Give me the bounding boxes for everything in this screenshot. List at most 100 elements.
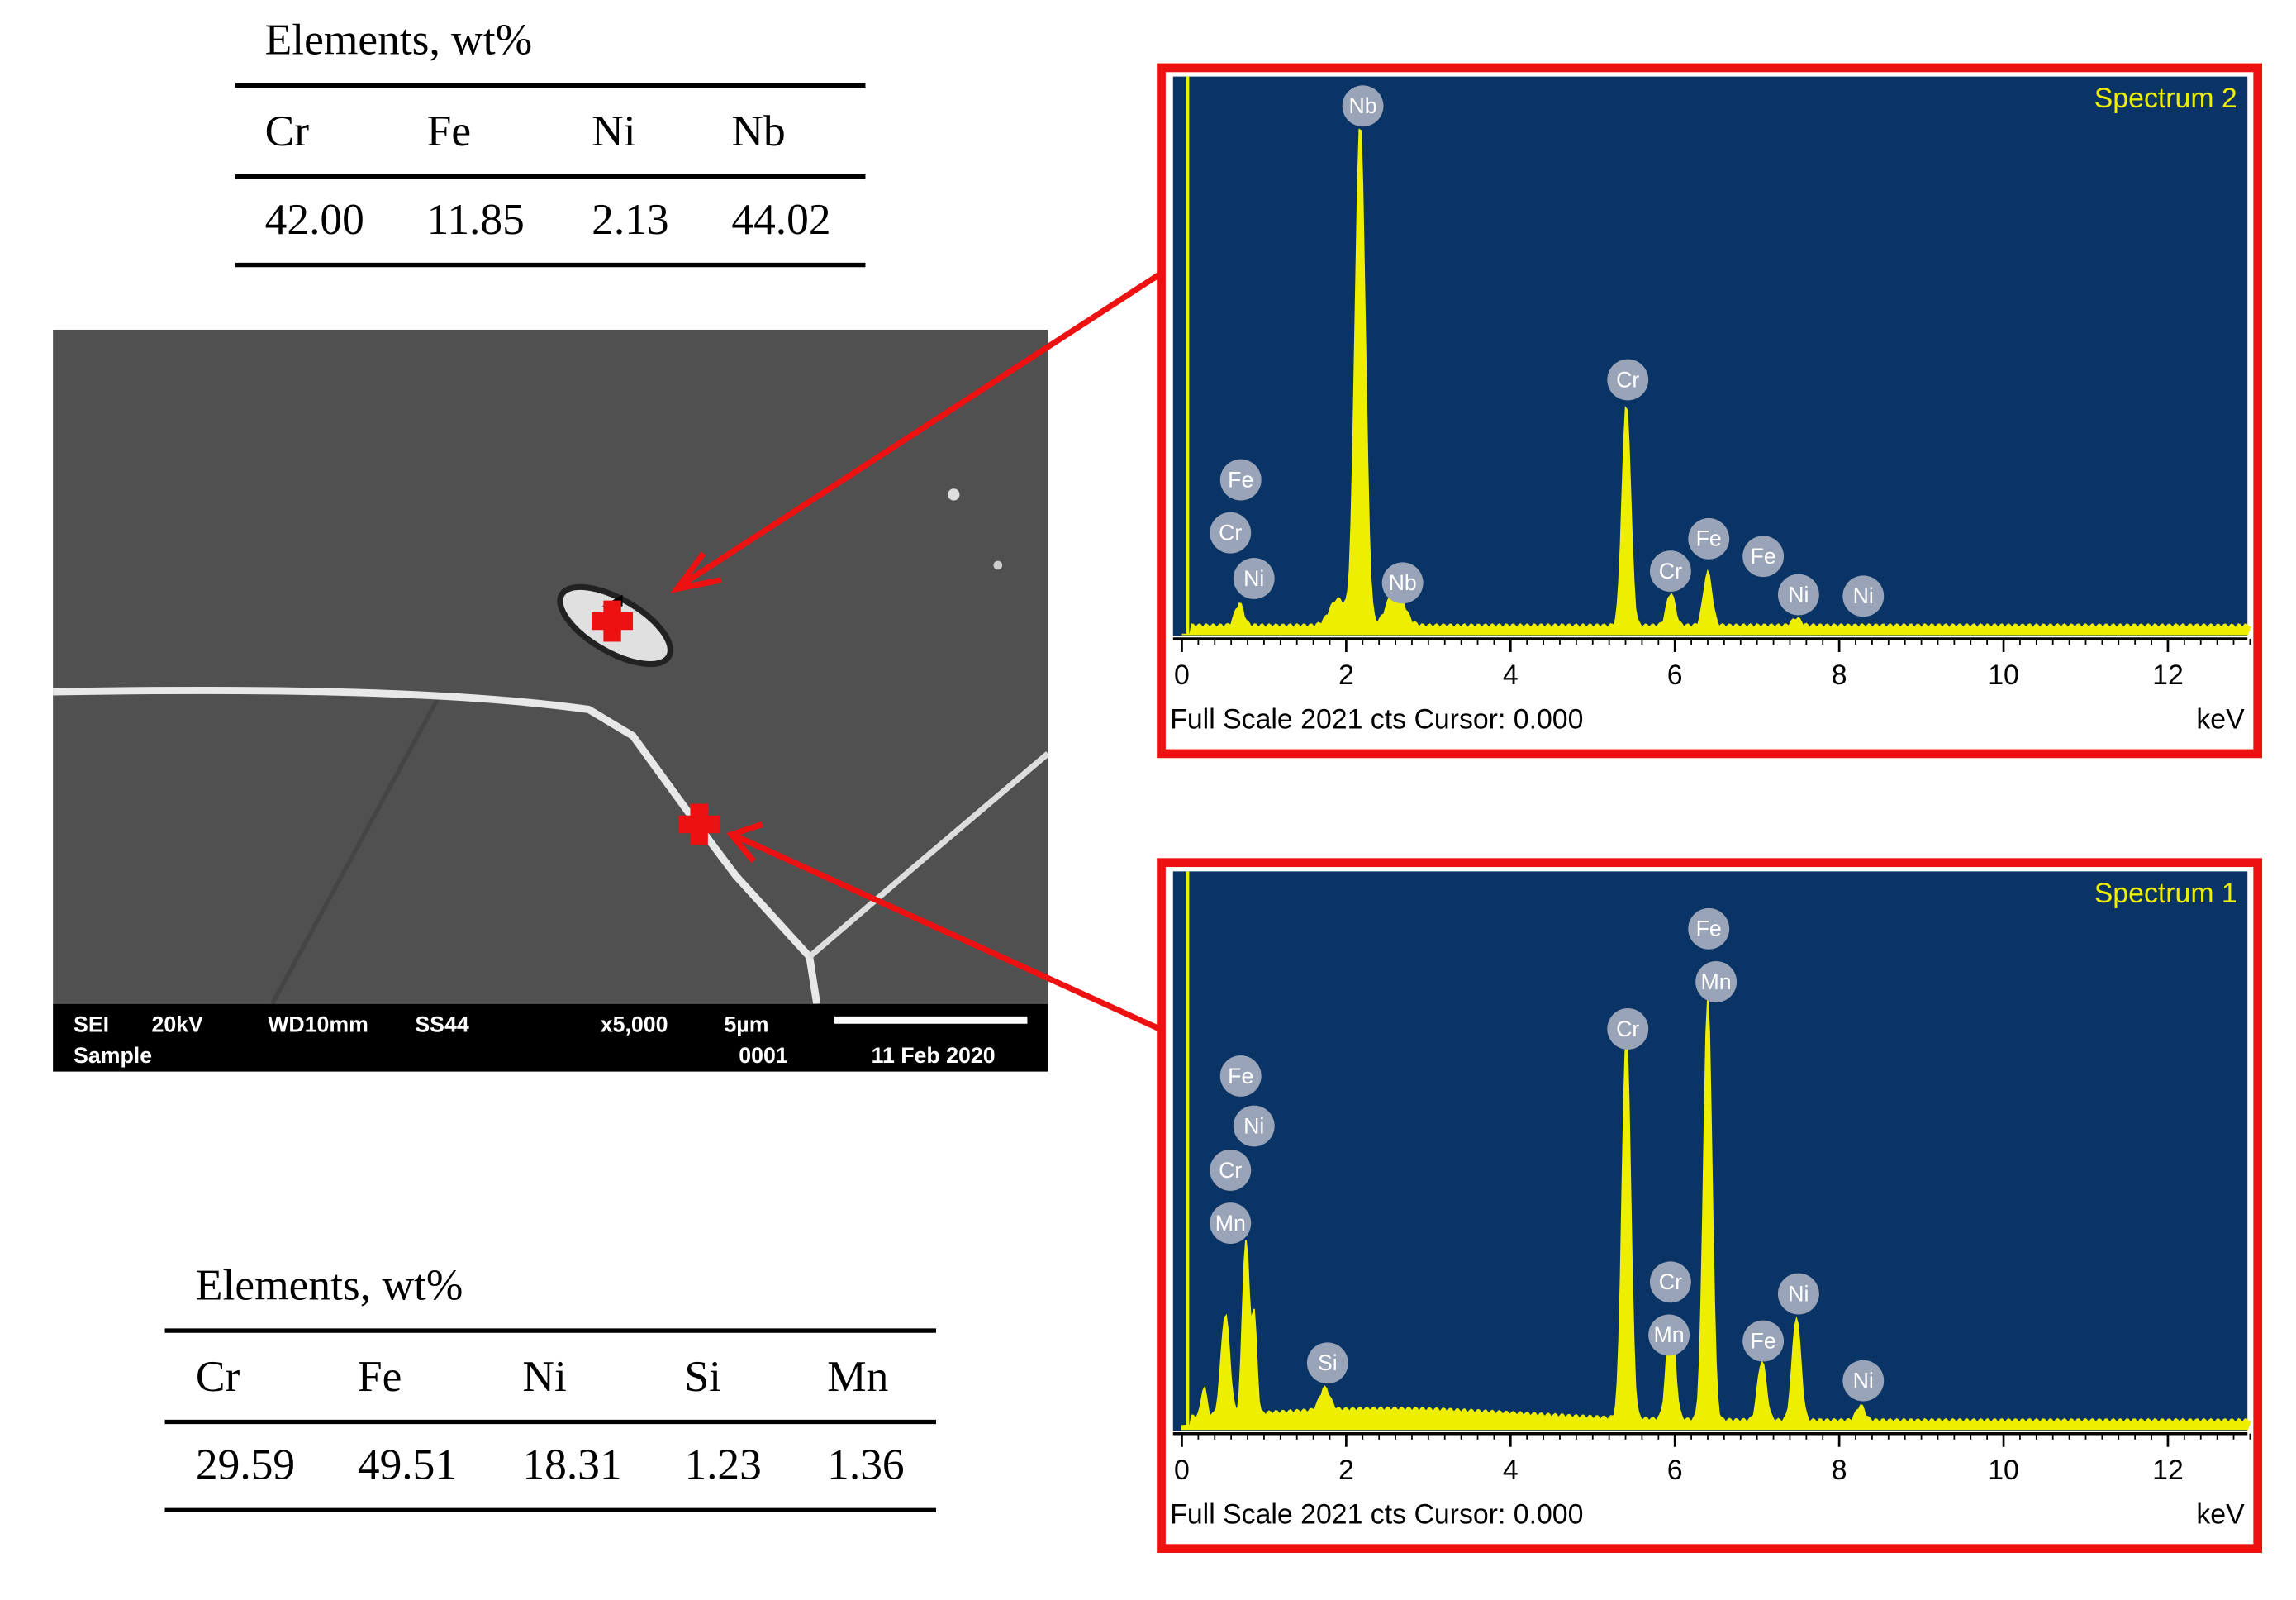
peak-marker [1607, 1008, 1649, 1050]
x-unit: keV [2196, 704, 2245, 736]
peak-label: Ni [1788, 582, 1809, 607]
peak-label: Nb [1349, 93, 1377, 118]
peak-label: Ni [1243, 566, 1264, 591]
peak-marker [1688, 907, 1730, 950]
x-tick-label: 12 [2152, 1455, 2184, 1486]
spectrum-title: Spectrum 1 [2094, 878, 2237, 909]
peak-marker [1688, 517, 1730, 560]
peak-label: Fe [1696, 917, 1722, 941]
spectrum [1181, 128, 2251, 636]
table-header: Cr [196, 1351, 240, 1401]
x-tick-label: 6 [1667, 660, 1683, 691]
spectrum-footer: Full Scale 2021 cts Cursor: 0.000 [1170, 1498, 1583, 1530]
table-cell: 44.02 [731, 194, 830, 244]
sem-info: SEI [74, 1012, 109, 1036]
table-cell: 42.00 [265, 194, 364, 244]
peak-label: Mn [1215, 1211, 1246, 1236]
table-cell: 18.31 [522, 1440, 621, 1489]
sem-info: 5µm [724, 1012, 768, 1036]
peak-marker [1219, 459, 1262, 501]
sem-info: SS44 [415, 1012, 468, 1036]
peak-label: Cr [1219, 1158, 1242, 1183]
peak-label: Ni [1853, 583, 1874, 608]
peak-label: Cr [1219, 521, 1242, 545]
peak-label: Cr [1616, 1017, 1639, 1041]
table-cell: 1.23 [684, 1440, 762, 1489]
peak-marker [1777, 1273, 1819, 1315]
peak-label: Mn [1701, 969, 1732, 994]
sem-info: WD10mm [268, 1012, 368, 1036]
spectrum-footer: Full Scale 2021 cts Cursor: 0.000 [1170, 704, 1583, 736]
peak-marker [1210, 1202, 1252, 1244]
peak-marker [1649, 550, 1691, 592]
peak-label: Cr [1616, 367, 1639, 392]
peak-label: Cr [1659, 1269, 1682, 1294]
peak-marker [1777, 574, 1819, 616]
sem-info: 0001 [739, 1043, 788, 1068]
x-tick-label: 2 [1338, 660, 1354, 691]
peak-marker [1210, 1149, 1252, 1191]
peak-label: Ni [1853, 1368, 1874, 1393]
spectrum-title: Spectrum 2 [2094, 83, 2237, 114]
table-header: Nb [731, 106, 785, 155]
x-unit: keV [2196, 1498, 2245, 1530]
peak-label: Nb [1389, 570, 1417, 595]
sem-image [53, 329, 1050, 1072]
peak-marker [1210, 512, 1252, 554]
peak-marker [1306, 1342, 1348, 1384]
x-tick-label: 10 [1988, 660, 2019, 691]
x-tick-label: 2 [1338, 1455, 1354, 1486]
peak-marker [1219, 1055, 1262, 1097]
x-tick-label: 4 [1503, 1455, 1519, 1486]
peak-marker [1648, 1314, 1690, 1356]
sem-info: x5,000 [601, 1012, 668, 1036]
table-title: Elements, wt% [265, 15, 532, 64]
sem-info: 11 Feb 2020 [872, 1043, 996, 1068]
table-cell: 29.59 [196, 1440, 295, 1489]
x-tick-label: 0 [1174, 660, 1190, 691]
peak-marker [1695, 961, 1737, 1002]
table-header: Ni [592, 106, 635, 155]
table-header: Si [684, 1351, 721, 1401]
peak-marker [1742, 1320, 1785, 1362]
peak-label: Fe [1751, 544, 1776, 569]
peak-label: Ni [1788, 1281, 1809, 1306]
table-header: Fe [358, 1351, 402, 1401]
sem-info: Sample [74, 1043, 152, 1068]
x-tick-label: 8 [1832, 660, 1847, 691]
x-tick-label: 10 [1988, 1455, 2019, 1486]
peak-marker [1233, 1105, 1275, 1147]
x-tick-label: 12 [2152, 660, 2184, 691]
peak-label: Ni [1243, 1113, 1264, 1138]
x-tick-label: 6 [1667, 1455, 1683, 1486]
peak-label: Fe [1751, 1328, 1776, 1353]
peak-marker [1233, 558, 1275, 599]
peak-marker [1842, 575, 1885, 617]
peak-label: Fe [1228, 1064, 1253, 1088]
table-title: Elements, wt% [196, 1260, 463, 1309]
table-cell: 2.13 [592, 194, 669, 244]
peak-marker [1649, 1261, 1691, 1303]
peak-label: Fe [1696, 526, 1722, 551]
spectrum [1181, 998, 2251, 1431]
peak-label: Si [1318, 1350, 1338, 1375]
table-cell: 11.85 [427, 194, 525, 244]
peak-marker [1607, 359, 1649, 401]
table-header: Mn [827, 1351, 888, 1401]
table-cell: 49.51 [358, 1440, 457, 1489]
x-tick-label: 8 [1832, 1455, 1847, 1486]
peak-marker [1742, 536, 1785, 578]
x-tick-label: 4 [1503, 660, 1519, 691]
peak-marker [1342, 85, 1384, 127]
peak-label: Fe [1228, 467, 1253, 492]
table-header: Cr [265, 106, 310, 155]
peak-marker [1381, 562, 1424, 604]
arrows [670, 269, 1165, 1033]
x-tick-label: 0 [1174, 1455, 1190, 1486]
peak-marker [1842, 1360, 1885, 1402]
table-header: Fe [427, 106, 471, 155]
peak-label: Cr [1659, 559, 1682, 583]
table-header: Ni [522, 1351, 566, 1401]
table-cell: 1.36 [827, 1440, 905, 1489]
